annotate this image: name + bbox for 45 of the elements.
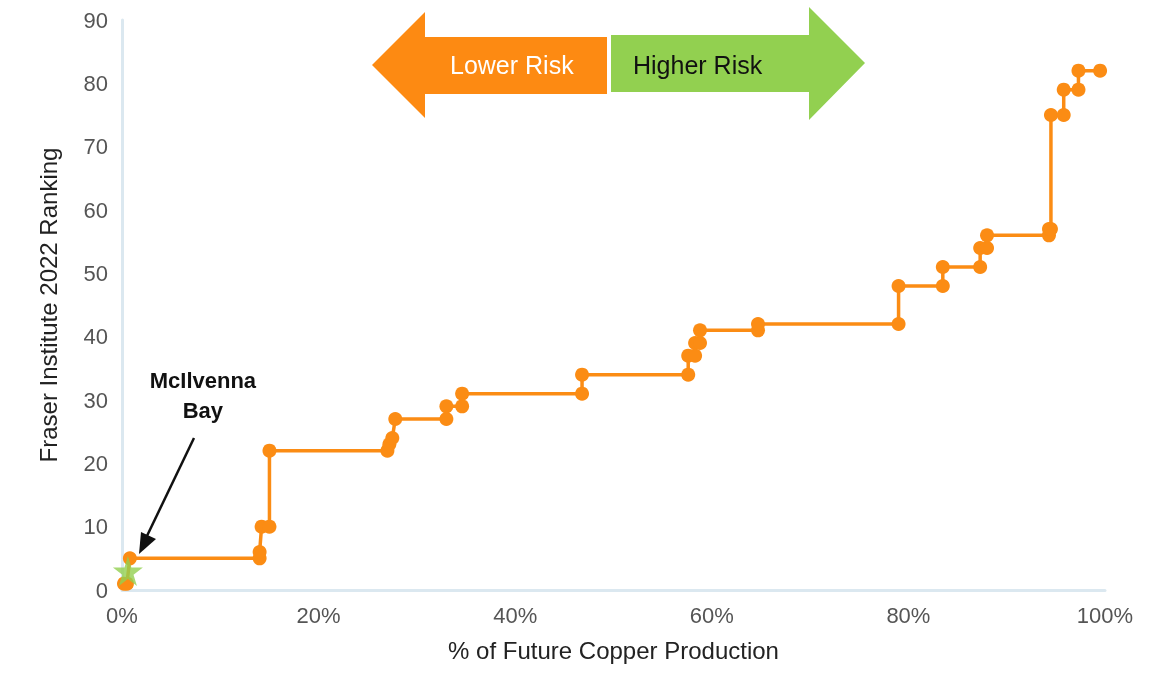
point — [1043, 108, 1058, 122]
point — [1071, 82, 1086, 97]
point — [1056, 82, 1071, 97]
point — [1071, 63, 1086, 78]
point — [385, 431, 400, 445]
y-axis-title: Fraser Institute 2022 Ranking — [34, 147, 62, 463]
y-tick-label: 50 — [83, 260, 108, 286]
x-tick-label: 60% — [689, 602, 734, 628]
point — [681, 367, 696, 382]
point — [1056, 108, 1071, 122]
point — [455, 399, 470, 414]
y-tick-label: 20 — [83, 450, 108, 476]
x-tick-label: 0% — [106, 602, 138, 628]
point — [575, 386, 590, 401]
point — [1093, 63, 1108, 78]
annotation: Higher Risk — [633, 50, 763, 79]
x-tick-label: 20% — [296, 602, 341, 628]
y-tick-label: 80 — [83, 70, 108, 96]
y-tick-label: 40 — [83, 324, 108, 350]
point — [262, 443, 277, 458]
y-tick-label: 10 — [83, 514, 108, 540]
point — [439, 399, 454, 414]
y-tick-label: 90 — [83, 7, 108, 33]
x-axis-title: % of Future Copper Production — [448, 636, 779, 664]
point — [891, 317, 906, 331]
point — [935, 260, 950, 274]
point — [575, 367, 590, 382]
point — [439, 412, 454, 426]
point — [693, 323, 707, 338]
x-tick-label: 100% — [1076, 602, 1134, 628]
point — [112, 556, 143, 586]
point — [980, 228, 995, 243]
annotation: Lower Risk — [450, 50, 575, 79]
point — [973, 260, 988, 274]
x-tick-label: 40% — [493, 602, 538, 628]
y-tick-label: 60 — [83, 197, 108, 223]
y-tick-label: 30 — [83, 387, 108, 413]
point — [388, 412, 403, 426]
y-tick-label: 70 — [83, 134, 108, 160]
point — [891, 279, 906, 293]
point — [935, 279, 950, 293]
x-tick-label: 80% — [886, 602, 931, 628]
point — [455, 386, 470, 401]
annotation: McIlvenna Bay — [148, 367, 258, 425]
y-tick-label: 0 — [95, 577, 108, 603]
